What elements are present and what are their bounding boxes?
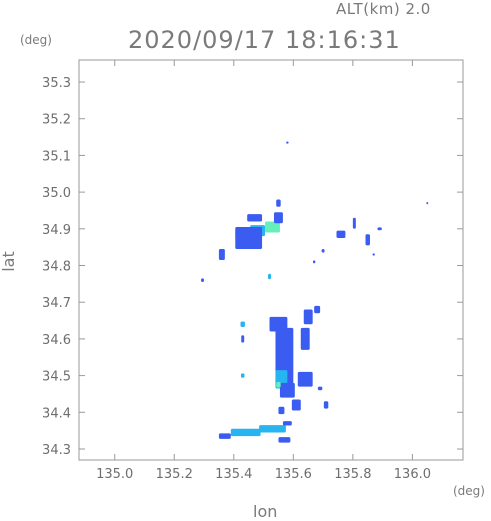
x-tick-label-4: 135.8 xyxy=(334,467,371,482)
y-tick-label-9: 35.2 xyxy=(42,113,71,128)
x-tick-label-3: 135.6 xyxy=(275,467,312,482)
echo-cell-31 xyxy=(278,406,285,415)
y-tick-label-0: 34.3 xyxy=(42,443,71,458)
y-tick-label-5: 34.8 xyxy=(42,260,71,275)
echo-cell-34 xyxy=(230,428,261,437)
x-unit-label: (deg) xyxy=(453,484,485,498)
x-axis-label: lon xyxy=(253,502,278,521)
echo-cell-4 xyxy=(273,212,283,224)
echo-cell-26 xyxy=(300,327,310,350)
echo-cell-3 xyxy=(235,226,263,249)
echo-cell-36 xyxy=(259,425,286,433)
echo-cells xyxy=(201,141,429,443)
echo-cell-15 xyxy=(365,234,370,246)
echo-cell-28 xyxy=(314,305,321,314)
echo-cell-5 xyxy=(276,199,281,207)
x-tick-label-5: 136.0 xyxy=(394,467,431,482)
y-tick-label-3: 34.6 xyxy=(42,333,71,348)
echo-cell-8 xyxy=(201,278,205,283)
x-tick-label-2: 135.4 xyxy=(215,467,252,482)
echo-cell-18 xyxy=(426,202,429,205)
echo-cell-25 xyxy=(279,382,295,398)
x-tick-label-1: 135.2 xyxy=(156,467,193,482)
echo-cell-33 xyxy=(317,386,323,391)
echo-cell-10 xyxy=(268,273,271,280)
echo-cell-2 xyxy=(265,221,280,233)
y-tick-label-6: 34.9 xyxy=(42,223,71,238)
echo-cell-19 xyxy=(240,321,245,327)
y-tick-label-1: 34.4 xyxy=(42,406,71,421)
echo-cell-32 xyxy=(323,401,329,409)
echo-cell-29 xyxy=(297,371,313,387)
y-tick-label-2: 34.5 xyxy=(42,370,71,385)
echo-cell-30 xyxy=(291,399,301,411)
echo-cell-38 xyxy=(282,421,292,426)
axis-ticks: 135.0 135.2 135.4 135.6 135.8 136.0 34.3 34.4 34… xyxy=(42,60,463,482)
echo-cell-39 xyxy=(276,382,281,388)
y-tick-label-10: 35.3 xyxy=(42,76,71,91)
plot-frame xyxy=(78,59,464,461)
echo-cell-27 xyxy=(303,309,313,325)
echo-cell-23 xyxy=(269,316,288,332)
echo-cell-6 xyxy=(247,214,263,222)
y-unit-label: (deg) xyxy=(20,33,52,47)
echo-cell-21 xyxy=(240,373,245,378)
altitude-label: ALT(km) 2.0 xyxy=(336,0,431,18)
y-tick-label-4: 34.7 xyxy=(42,296,71,311)
echo-cell-11 xyxy=(336,230,346,238)
echo-cell-16 xyxy=(377,227,382,231)
echo-cell-37 xyxy=(278,437,291,443)
y-tick-label-7: 35.0 xyxy=(42,186,71,201)
echo-cell-14 xyxy=(312,260,316,264)
echo-cell-13 xyxy=(321,248,325,253)
chart-datetime-title: 2020/09/17 18:16:31 xyxy=(128,26,401,54)
echo-cell-20 xyxy=(241,335,245,343)
echo-cell-7 xyxy=(218,248,225,260)
echo-cell-35 xyxy=(218,433,231,439)
echo-cell-12 xyxy=(352,217,356,229)
echo-cell-9 xyxy=(286,141,289,144)
echo-cell-17 xyxy=(372,253,375,256)
x-tick-label-0: 135.0 xyxy=(96,467,133,482)
y-tick-label-8: 35.1 xyxy=(42,149,71,164)
